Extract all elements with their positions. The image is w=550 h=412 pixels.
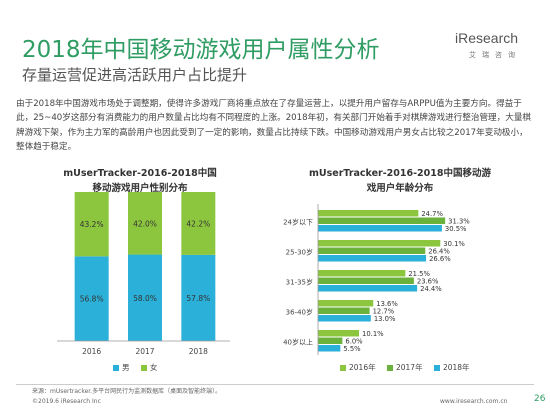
age-bar-label-2-2017年: 26.4%	[428, 248, 450, 256]
page-number: 26	[534, 394, 546, 404]
logo-chinese: 艾瑞咨询	[469, 51, 521, 59]
legend-swatch-2018	[433, 365, 440, 371]
gender-bar-female-2018	[181, 192, 216, 255]
gender-label-male-2018: 57.8%	[186, 294, 210, 303]
gender-bar-male-2018	[181, 254, 216, 341]
age-chart-title-line2: 戏用户年龄分布	[366, 183, 434, 194]
legend-item-female: 女	[140, 362, 158, 373]
gender-xtick-2016: 2016	[82, 347, 101, 356]
footer-divider	[16, 384, 534, 385]
gender-chart-title-line2: 移动游戏用户性别分布	[92, 183, 188, 194]
gender-bar-female-2016	[74, 192, 109, 257]
age-bar-3-2018年	[318, 285, 418, 292]
age-bar-2-2018年	[318, 255, 427, 262]
age-bar-label-2-2018年: 26.6%	[429, 255, 451, 263]
legend-label-male: 男	[122, 363, 130, 372]
age-bar-2-2016年	[318, 240, 441, 247]
age-bar-1-2018年	[318, 225, 442, 232]
age-category-label-4: 36-40岁	[286, 307, 313, 316]
age-bar-5-2016年	[318, 330, 360, 337]
legend-label-2018: 2018年	[442, 363, 470, 372]
gender-label-female-2017: 42.0%	[133, 219, 157, 228]
age-bar-label-2-2016年: 30.1%	[443, 240, 465, 248]
gender-bar-female-2017	[128, 192, 162, 255]
age-bar-5-2017年	[318, 337, 343, 344]
age-bar-label-4-2017年: 12.7%	[373, 308, 395, 316]
gender-chart-title-line1: mUserTracker-2016-2018中国	[63, 168, 217, 179]
website-url: www.iresearch.com.cn	[440, 398, 508, 405]
age-bar-3-2016年	[318, 270, 406, 277]
legend-label-2016: 2016年	[349, 363, 376, 372]
age-bar-label-4-2016年: 13.6%	[376, 300, 398, 308]
legend-item-male: 男	[113, 362, 130, 373]
logo-name: iResearch	[455, 30, 519, 46]
page-subtitle: 存量运营促进高活跃用户占比提升	[22, 66, 248, 84]
legend-swatch-female	[140, 365, 147, 371]
age-bar-4-2018年	[318, 315, 371, 322]
age-category-label-1: 24岁以下	[283, 217, 313, 226]
age-bar-5-2018年	[318, 345, 341, 352]
copyright: ©2019.6 iResearch Inc	[32, 398, 101, 405]
legend-swatch-2017	[386, 365, 393, 371]
age-bar-label-5-2018年: 5.5%	[343, 345, 361, 353]
age-bar-label-1-2017年: 31.3%	[448, 218, 470, 226]
gender-legend: 男 女	[113, 362, 166, 373]
body-paragraph: 由于2018年中国游戏市场处于调整期，使得许多游戏厂商将重点放在了存量运营上，以…	[16, 99, 532, 153]
legend-item-2018: 2018年	[433, 362, 470, 373]
page-title: 2018年中国移动游戏用户属性分析	[22, 37, 380, 63]
gender-bar-male-2017	[128, 254, 162, 341]
age-bar-label-5-2016年: 10.1%	[362, 330, 384, 338]
age-bar-1-2016年	[318, 210, 419, 217]
gender-label-female-2016: 43.2%	[80, 220, 104, 229]
gender-xtick-2018: 2018	[189, 347, 208, 356]
gender-label-male-2016: 56.8%	[80, 295, 104, 304]
legend-item-2016: 2016年	[340, 362, 376, 373]
legend-label-2017: 2017年	[395, 363, 423, 372]
age-bar-4-2017年	[318, 307, 370, 314]
age-bar-2-2017年	[318, 247, 426, 254]
age-category-label-2: 25-30岁	[286, 247, 313, 256]
age-bar-label-1-2016年: 24.7%	[421, 210, 443, 218]
legend-label-female: 女	[149, 363, 158, 372]
age-bar-label-3-2017年: 23.6%	[417, 278, 439, 286]
age-bar-3-2017年	[318, 277, 414, 284]
legend-item-2017: 2017年	[386, 362, 423, 373]
legend-swatch-2016	[340, 365, 346, 371]
gender-label-male-2017: 58.0%	[133, 294, 157, 303]
age-bar-label-4-2018年: 13.0%	[374, 315, 396, 323]
gender-xtick-2017: 2017	[135, 347, 154, 356]
gender-bar-male-2016	[74, 256, 109, 341]
gender-label-female-2018: 42.2%	[186, 219, 210, 228]
age-bar-1-2017年	[318, 217, 446, 224]
age-bar-4-2016年	[318, 300, 374, 307]
source-note: 来源：mUsertracker.多平台网民行为监测数据库（桌面及智能终端）。	[32, 388, 222, 395]
age-category-label-5: 40岁以上	[283, 337, 313, 346]
age-bar-label-1-2018年: 30.5%	[445, 225, 467, 233]
age-bar-label-3-2016年: 21.5%	[408, 270, 430, 278]
age-bar-label-3-2018年: 24.4%	[420, 285, 442, 293]
legend-swatch-male	[113, 365, 119, 371]
age-chart-title-line1: mUserTracker-2016-2018中国移动游	[308, 168, 492, 179]
iresearch-logo: iResearch 艾瑞咨询	[455, 30, 535, 70]
age-bar-label-5-2017年: 6.0%	[345, 338, 363, 346]
gender-chart-title: mUserTracker-2016-2018中国 移动游戏用户性别分布	[50, 166, 230, 196]
age-legend: 2016年 2017年 2018年	[340, 362, 479, 373]
age-category-label-3: 31-35岁	[286, 277, 313, 286]
age-chart-title: mUserTracker-2016-2018中国移动游 戏用户年龄分布	[290, 166, 510, 196]
